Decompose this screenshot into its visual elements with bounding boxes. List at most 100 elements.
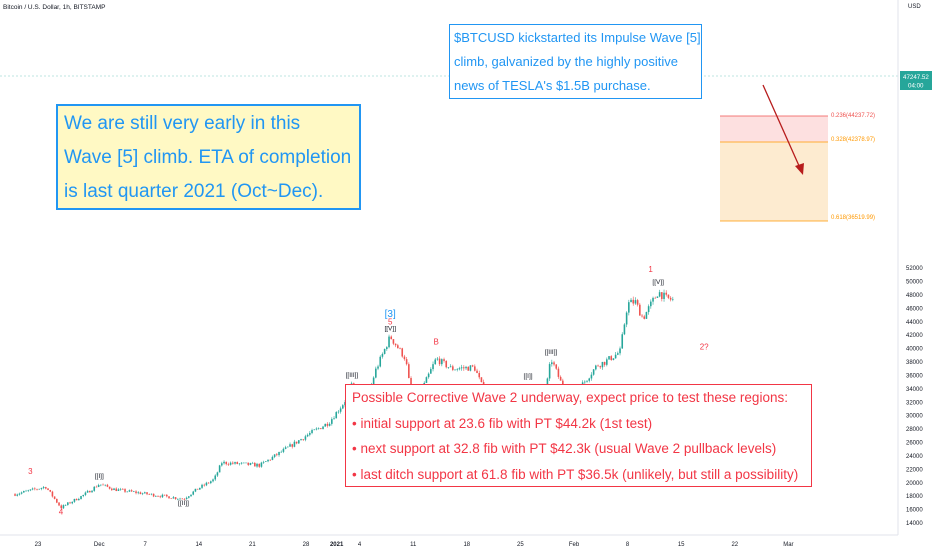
time-axis[interactable]: 23 Dec 7 14 21 28 2021 4 11 18 25 Feb 8 15 22 Mar xyxy=(0,534,898,548)
annotation-box-eta[interactable]: We are still very early in this Wave [5]… xyxy=(56,104,361,210)
candle-body xyxy=(625,312,628,325)
candle-body xyxy=(557,368,560,377)
candle-body xyxy=(375,368,377,378)
candle-body xyxy=(91,490,93,493)
candle-body xyxy=(379,356,382,367)
fibonacci-retracement[interactable]: 0.236(44237.72) 0.328(42378.97) 0.618(36… xyxy=(720,113,875,222)
annotation-line: • initial support at 23.6 fib with PT $4… xyxy=(352,415,653,431)
candle-body xyxy=(122,489,124,490)
candle-body xyxy=(394,343,397,346)
candle-body xyxy=(62,505,65,509)
candle-body xyxy=(650,301,652,307)
fib-label-328: 0.328(42378.97) xyxy=(831,137,875,143)
y-tick-label: 24000 xyxy=(906,454,923,460)
candle-body xyxy=(388,336,390,348)
candle-body xyxy=(342,405,344,409)
candle-body xyxy=(317,428,320,429)
candle-body xyxy=(458,368,461,370)
annotation-box-impulse-wave[interactable]: $BTCUSD kickstarted its Impulse Wave [5]… xyxy=(449,24,702,99)
candle-body xyxy=(89,490,91,493)
candle-body xyxy=(199,487,201,490)
candle-body xyxy=(452,366,454,370)
candle-body xyxy=(133,491,135,493)
candle-body xyxy=(456,369,459,370)
candle-body xyxy=(304,436,307,440)
candle-body xyxy=(300,439,302,441)
wave-label: [[V]] xyxy=(652,279,664,286)
y-tick-label: 26000 xyxy=(906,441,923,447)
candle-body xyxy=(445,360,448,368)
candle-body xyxy=(553,362,555,365)
candle-body xyxy=(243,462,245,464)
candle-body xyxy=(172,497,175,499)
wave-label: 4 xyxy=(59,507,64,516)
candle-body xyxy=(647,306,650,313)
candle-body xyxy=(551,362,553,365)
candle-body xyxy=(469,365,472,371)
candle-body xyxy=(67,502,69,505)
candle-body xyxy=(381,353,384,357)
candle-body xyxy=(427,373,430,378)
candle-body xyxy=(434,359,437,365)
candle-body xyxy=(203,484,206,486)
candle-body xyxy=(78,498,80,501)
candle-body xyxy=(218,465,221,473)
candle-body xyxy=(135,491,137,494)
candle-body xyxy=(221,463,223,466)
candle-body xyxy=(201,484,203,488)
candle-body xyxy=(139,492,142,495)
candle-body xyxy=(183,499,186,500)
candle-body xyxy=(280,451,283,453)
candle-body xyxy=(108,486,111,489)
candle-body xyxy=(449,366,452,368)
candle-body xyxy=(29,489,32,491)
x-tick-label: 23 xyxy=(35,542,42,548)
x-tick-label: 8 xyxy=(626,542,630,548)
x-tick-label: 28 xyxy=(303,542,310,548)
candle-body xyxy=(95,486,98,488)
candle-body xyxy=(58,502,60,506)
candle-body xyxy=(289,444,291,447)
candle-body xyxy=(293,441,296,447)
candle-body xyxy=(258,463,261,467)
candle-body xyxy=(185,497,188,500)
y-tick-label: 42000 xyxy=(906,333,923,339)
candle-body xyxy=(267,459,269,462)
candle-body xyxy=(157,496,159,497)
candle-body xyxy=(104,484,107,486)
candle-body xyxy=(430,369,432,374)
candle-body xyxy=(126,491,129,493)
candle-body xyxy=(152,493,155,497)
candle-body xyxy=(601,361,604,368)
candle-body xyxy=(278,451,280,456)
candle-body xyxy=(265,461,267,462)
candle-body xyxy=(38,488,41,490)
x-tick-label: 21 xyxy=(249,542,256,548)
price-axis[interactable]: USD 14000 16000 18000 20000 22000 24000 26000 2… xyxy=(897,0,923,535)
annotation-line: We are still very early in this xyxy=(64,113,301,134)
candle-body xyxy=(273,454,276,457)
candle-body xyxy=(597,365,599,367)
candle-body xyxy=(548,364,551,379)
candle-body xyxy=(331,419,333,424)
candle-body xyxy=(471,365,474,367)
projection-arrow xyxy=(762,84,804,175)
candle-body xyxy=(192,491,195,495)
wave-label: 1 xyxy=(648,265,653,274)
candle-body xyxy=(155,496,157,497)
candle-body xyxy=(324,423,327,427)
candle-body xyxy=(73,498,76,502)
candle-body xyxy=(170,498,173,500)
candle-body xyxy=(608,356,610,360)
candle-body xyxy=(372,377,375,385)
y-tick-label: 38000 xyxy=(906,360,923,366)
annotation-line: Wave [5] climb. ETA of completion xyxy=(64,147,352,168)
candle-body xyxy=(467,366,470,371)
candle-body xyxy=(302,439,305,440)
candle-body xyxy=(97,484,100,487)
annotation-box-corrective-wave[interactable]: Possible Corrective Wave 2 underway, exp… xyxy=(345,384,812,487)
candle-body xyxy=(56,498,58,503)
candle-body xyxy=(328,423,331,426)
candle-body xyxy=(49,489,52,492)
candle-body xyxy=(240,462,243,464)
